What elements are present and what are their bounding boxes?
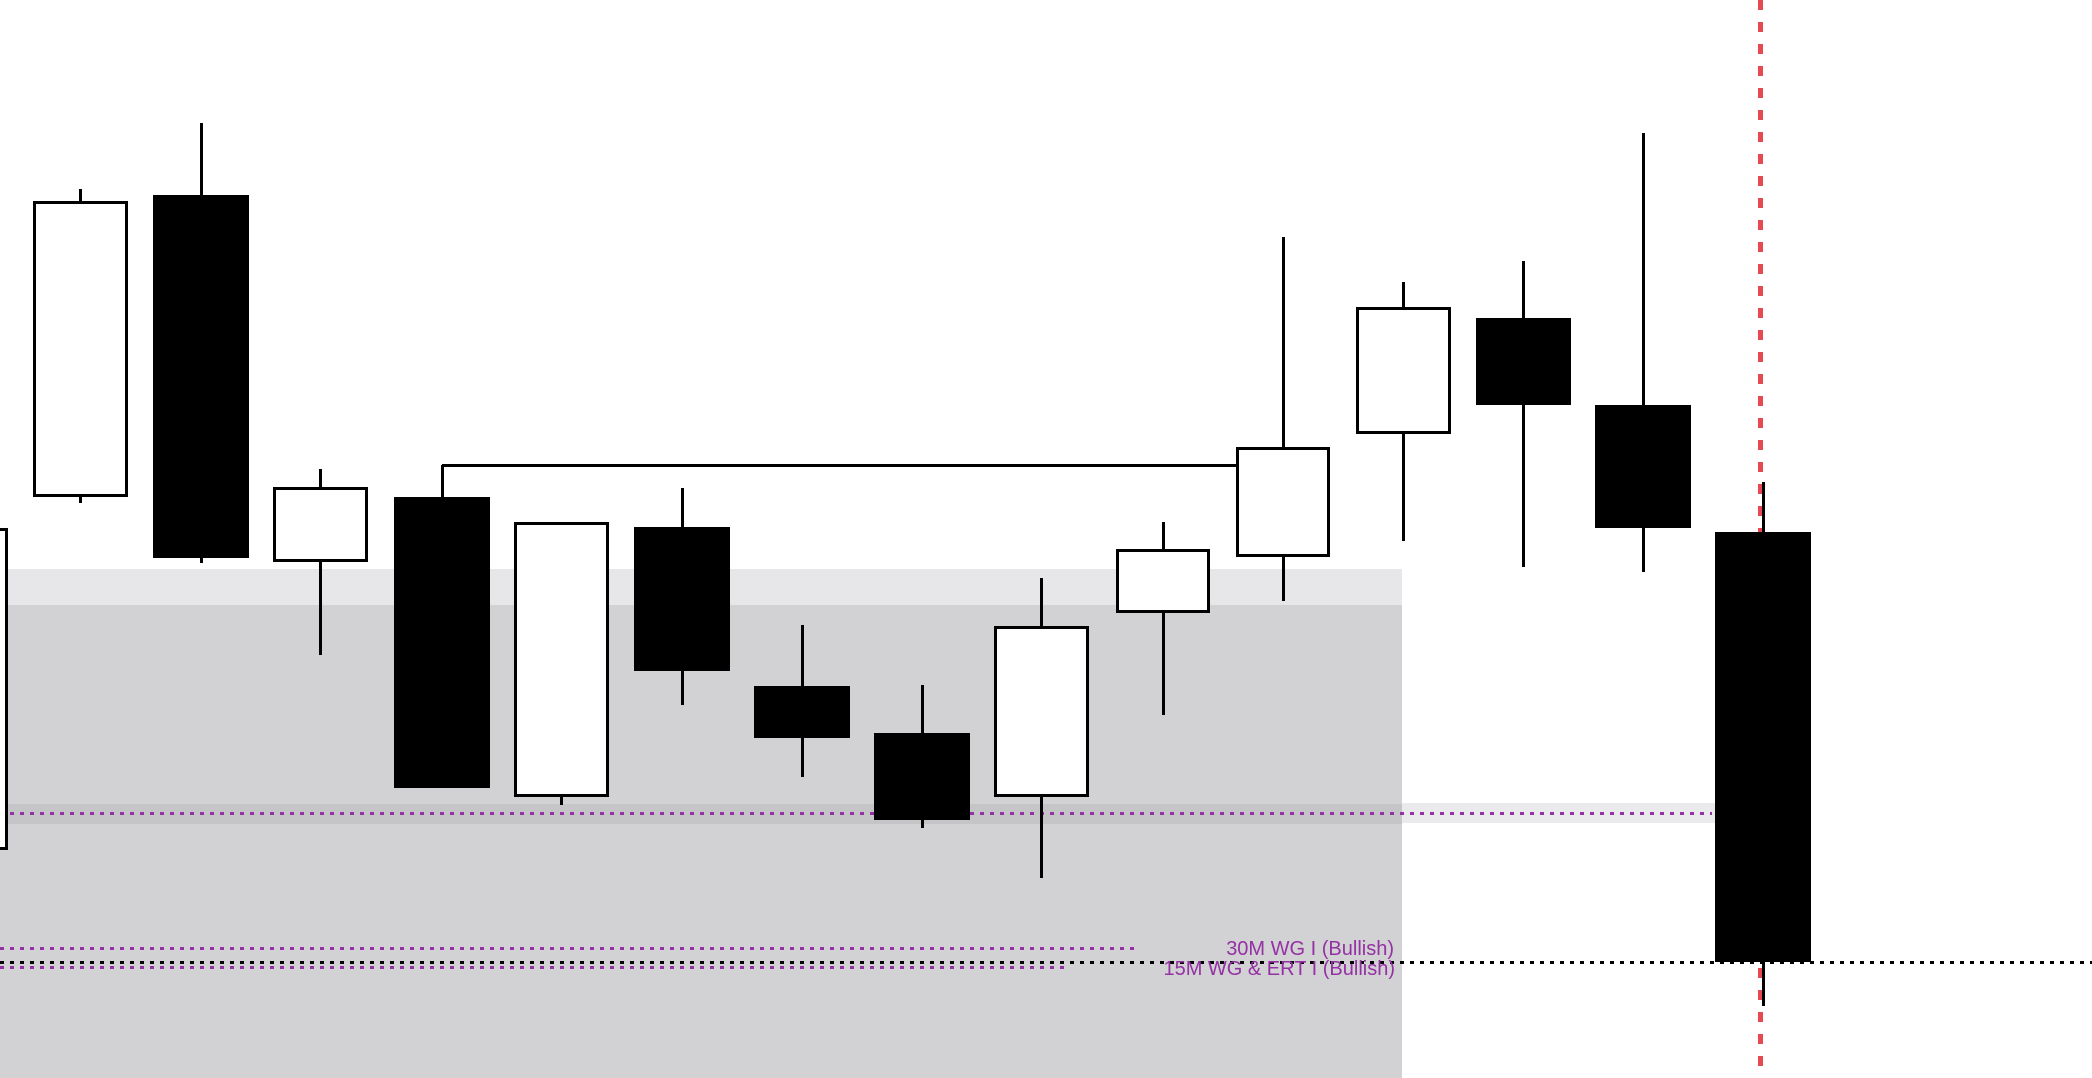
zone-label-15m-wg-ert: 15M WG & ERT I (Bullish) [1163,958,1395,980]
candle-bearish [874,733,970,820]
candle-upper-wick [319,469,322,489]
candle-lower-wick [560,795,563,805]
candle-upper-wick [1522,261,1525,320]
candle-bearish [1476,318,1571,405]
candle-bearish [153,195,249,558]
candle-bearish [1715,532,1811,962]
candle-lower-wick [1522,403,1525,567]
swing-high-ray [442,464,1236,467]
candle-lower-wick [1040,795,1043,878]
candle-lower-wick [199,556,203,563]
purple-level-mid [0,812,1712,815]
demand-zone-main-dark [0,605,1402,1078]
black-level [0,961,2092,964]
candle-lower-wick [1761,960,1765,1006]
candle-upper-wick [920,685,924,735]
candle-lower-wick [79,495,82,503]
candle-upper-wick [1040,578,1043,628]
candle-upper-wick [680,488,684,529]
purple-level-15m [0,966,1065,969]
candle-lower-wick [1641,526,1645,572]
candle-upper-wick [440,465,444,499]
candle-lower-wick [1281,555,1285,601]
candle-lower-wick [920,818,924,828]
candle-upper-wick [199,123,203,197]
candle-upper-wick [1161,522,1165,551]
candle-bullish [1116,549,1210,613]
candle-lower-wick [1402,432,1405,541]
candle-bearish [634,527,730,671]
zone-label-30m-wg: 30M WG I (Bullish) [1226,938,1394,960]
candle-bullish [1356,307,1451,434]
candle-lower-wick [680,669,684,705]
candle-bullish [33,201,128,497]
candle-bearish [754,686,850,738]
candle-bearish [1595,405,1691,528]
candle-bullish [273,487,368,562]
candle-lower-wick [319,560,322,655]
candle-lower-wick [800,736,804,777]
candle-upper-wick [1761,482,1765,534]
candle-upper-wick [1641,133,1645,407]
candle-bullish [0,528,8,850]
purple-level-30m [0,947,1138,950]
candle-upper-wick [1281,237,1285,449]
candle-lower-wick [1161,611,1165,715]
candle-bearish [394,497,490,788]
candle-bullish [514,522,609,797]
candle-upper-wick [800,625,804,688]
candle-bullish [994,626,1089,797]
candle-bullish [1236,447,1330,557]
candle-upper-wick [1402,282,1405,309]
candle-upper-wick [79,189,82,203]
